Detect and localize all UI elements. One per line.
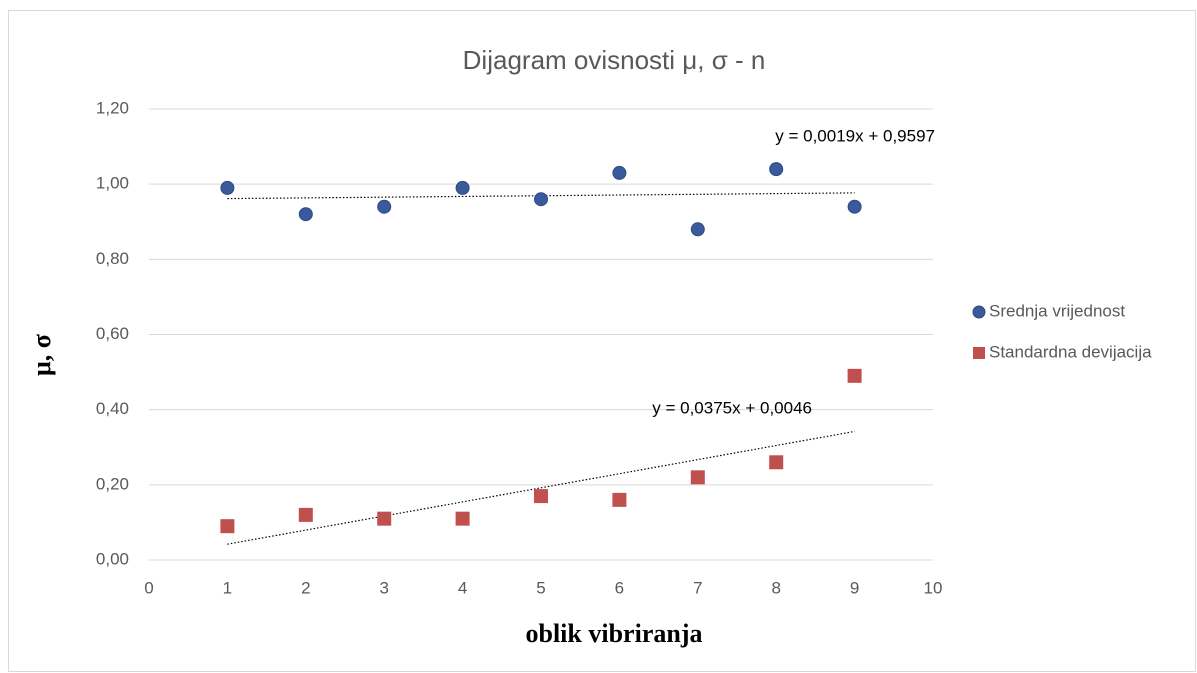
x-tick-label: 8 — [771, 578, 780, 597]
point — [769, 162, 784, 177]
x-axis-title: oblik vibriranja — [526, 619, 703, 648]
y-tick-label: 0,40 — [96, 399, 129, 418]
point — [455, 511, 470, 526]
point — [690, 470, 705, 485]
x-tick-label: 7 — [693, 578, 702, 597]
point — [377, 199, 392, 214]
x-tick-label: 0 — [144, 578, 153, 597]
legend-label: Standardna devijacija — [989, 342, 1152, 361]
legend-label: Srednja vrijednost — [989, 301, 1125, 320]
trendline — [227, 430, 855, 545]
point — [220, 180, 235, 195]
point — [847, 368, 862, 383]
x-tick-label: 5 — [536, 578, 545, 597]
y-tick-label: 1,20 — [96, 98, 129, 117]
y-tick-label: 0,00 — [96, 549, 129, 568]
y-tick-label: 0,20 — [96, 474, 129, 493]
x-tick-label: 3 — [379, 578, 388, 597]
point — [298, 507, 313, 522]
point — [612, 492, 627, 507]
point — [377, 511, 392, 526]
x-tick-label: 2 — [301, 578, 310, 597]
point — [534, 192, 548, 207]
point — [690, 222, 705, 237]
y-tick-label: 0,60 — [96, 324, 129, 343]
y-tick-label: 1,00 — [96, 174, 129, 193]
point — [847, 199, 862, 214]
point — [220, 519, 235, 534]
x-tick-label: 10 — [924, 578, 943, 597]
trendline — [227, 192, 855, 200]
legend-marker — [973, 347, 985, 359]
point — [455, 180, 470, 195]
legend-marker — [972, 305, 986, 319]
chart-border — [8, 10, 1196, 672]
x-tick-label: 6 — [615, 578, 624, 597]
point — [612, 165, 627, 180]
trendline-label: y = 0,0375x + 0,0046 — [652, 398, 812, 417]
x-tick-label: 9 — [850, 578, 859, 597]
point — [298, 207, 313, 222]
point — [769, 455, 784, 470]
x-tick-label: 4 — [458, 578, 467, 597]
y-tick-label: 0,80 — [96, 249, 129, 268]
chart-title: Dijagram ovisnosti μ, σ - n — [463, 45, 766, 75]
point — [534, 489, 548, 504]
trendline-label: y = 0,0019x + 0,9597 — [775, 126, 935, 145]
x-tick-label: 1 — [223, 578, 232, 597]
y-axis-title: μ, σ — [27, 334, 56, 376]
